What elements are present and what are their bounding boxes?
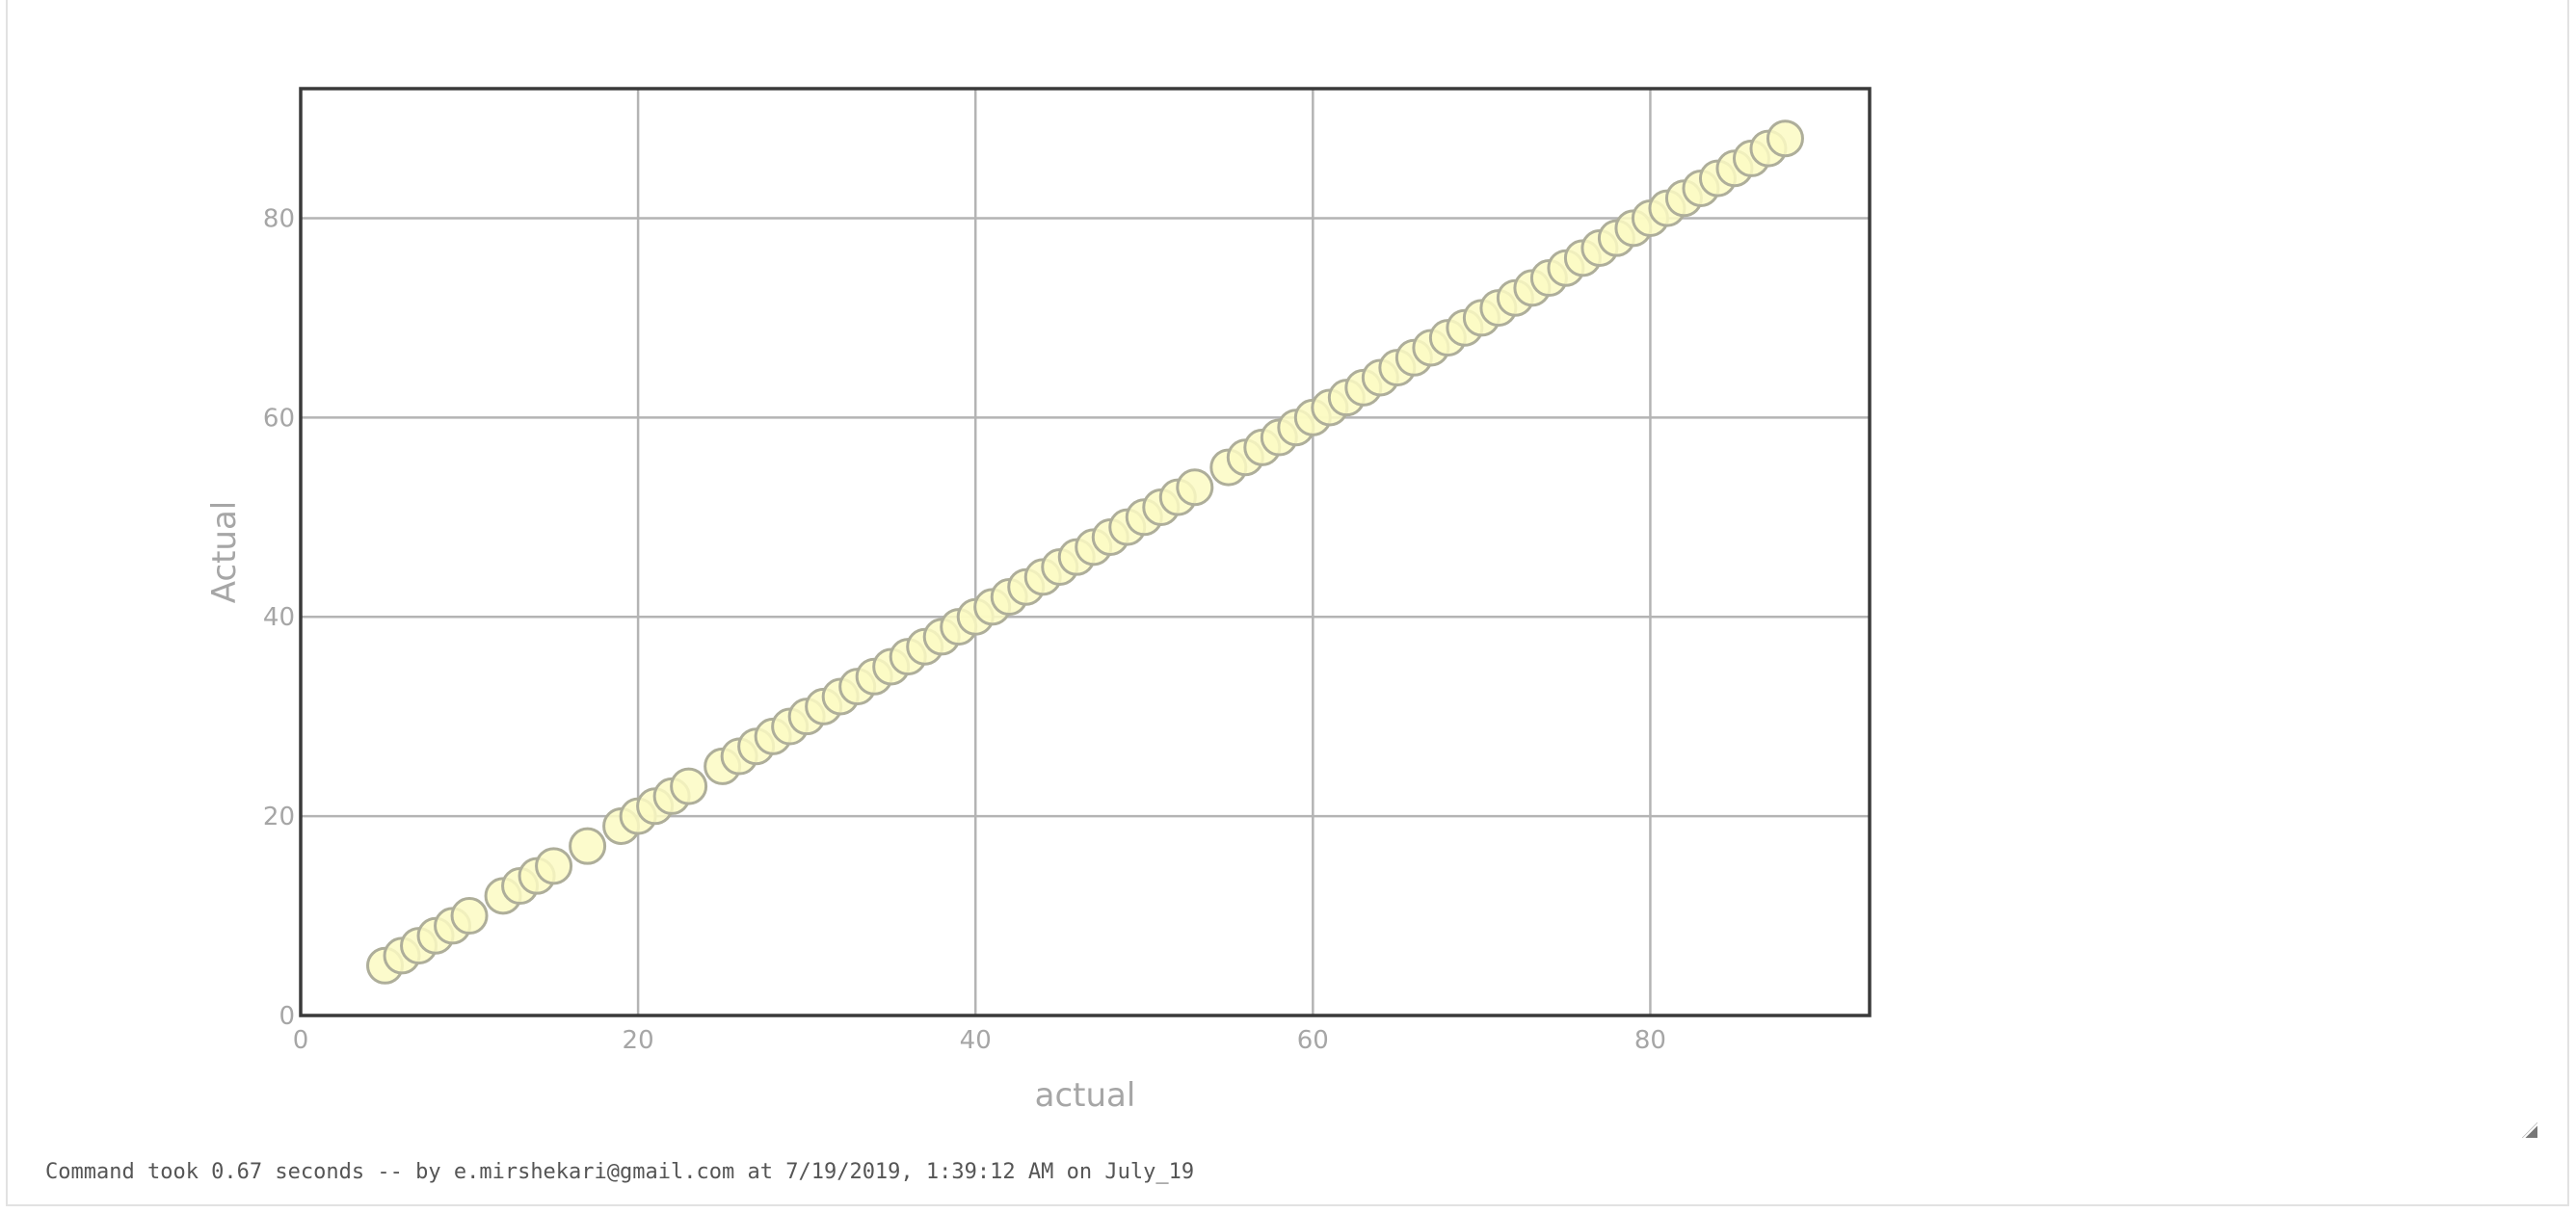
notebook-cell: 0 20 40 60 80 0 20 40 60 80 actual Actual	[6, 0, 2569, 1206]
scatter-point	[670, 767, 708, 805]
scatter-point	[1766, 119, 1804, 158]
y-tick-label: 40	[263, 603, 295, 632]
scatter-point	[569, 827, 607, 865]
x-tick-label: 0	[293, 1026, 309, 1055]
plot-frame	[299, 87, 1872, 1017]
resize-handle-icon[interactable]	[2519, 1120, 2540, 1141]
command-status-text: Command took 0.67 seconds -- by e.mirshe…	[45, 1160, 1195, 1184]
x-axis-title: actual	[1035, 1076, 1136, 1115]
x-tick-label: 60	[1297, 1026, 1329, 1055]
scatter-point	[450, 897, 489, 936]
x-tick-labels: 0 20 40 60 80	[293, 1026, 1666, 1055]
y-tick-label: 20	[263, 803, 295, 831]
x-tick-label: 80	[1634, 1026, 1666, 1055]
y-tick-label: 80	[263, 204, 295, 233]
data-points	[366, 119, 1804, 985]
scatter-chart: 0 20 40 60 80 0 20 40 60 80 actual Actual	[205, 87, 1872, 1115]
scatter-point	[535, 847, 573, 885]
y-axis-title: Actual	[205, 501, 244, 604]
y-tick-label: 60	[263, 404, 295, 433]
scatter-point	[1176, 468, 1214, 507]
y-tick-label: 0	[279, 1002, 295, 1031]
x-tick-label: 40	[960, 1026, 992, 1055]
x-tick-label: 20	[623, 1026, 654, 1055]
y-tick-labels: 0 20 40 60 80	[263, 204, 295, 1031]
